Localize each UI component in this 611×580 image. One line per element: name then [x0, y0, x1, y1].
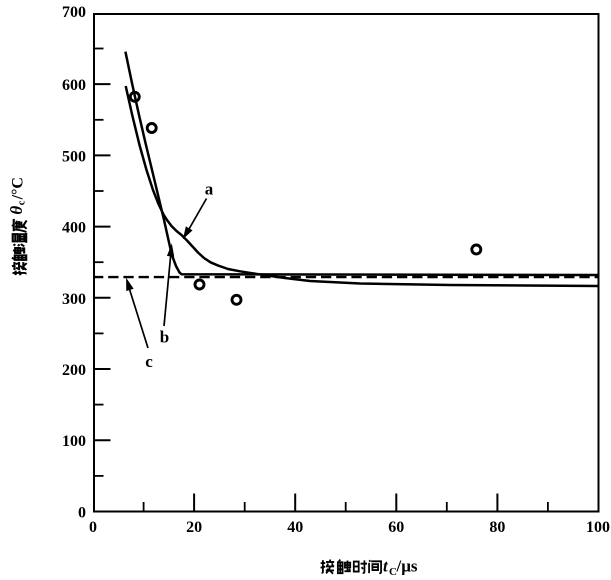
svg-text:/°C: /°C	[10, 177, 27, 200]
svg-text:100: 100	[62, 433, 86, 450]
svg-text:60: 60	[388, 519, 404, 536]
svg-text:20: 20	[186, 519, 202, 536]
svg-text:c: c	[17, 200, 28, 205]
svg-text:a: a	[205, 180, 214, 199]
svg-text:200: 200	[62, 362, 86, 379]
svg-text:80: 80	[489, 519, 505, 536]
svg-text:/μs: /μs	[396, 557, 418, 576]
svg-text:C: C	[389, 566, 397, 578]
svg-text:0: 0	[89, 519, 97, 536]
svg-text:300: 300	[62, 291, 86, 308]
svg-text:θ: θ	[7, 206, 26, 215]
svg-text:0: 0	[78, 505, 86, 522]
svg-text:600: 600	[62, 77, 86, 94]
svg-text:500: 500	[62, 148, 86, 165]
svg-text:40: 40	[287, 519, 303, 536]
svg-text:400: 400	[62, 220, 86, 237]
svg-text:c: c	[145, 352, 153, 371]
svg-text:t: t	[383, 557, 389, 576]
svg-text:100: 100	[586, 519, 610, 536]
svg-text:700: 700	[62, 4, 86, 21]
svg-text:b: b	[160, 328, 169, 347]
